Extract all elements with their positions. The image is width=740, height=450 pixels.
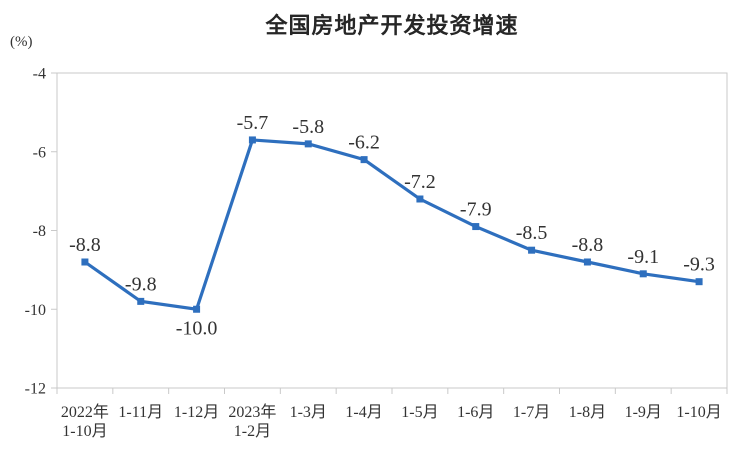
data-point-label: -8.8 [572,234,604,256]
data-point-marker [416,195,424,203]
x-tick-label: 1-4月 [345,404,382,421]
data-point-label: -5.7 [237,112,269,134]
data-point-marker [304,140,312,148]
data-point-label: -9.1 [627,246,659,268]
data-point-label: -6.2 [348,132,380,154]
data-point-label: -7.2 [404,171,436,193]
y-tick-label: -10 [25,302,46,319]
x-tick-label: 1-7月 [513,404,550,421]
y-tick-label: -12 [25,381,46,398]
chart-title: 全国房地产开发投资增速 [265,13,519,38]
x-tick-label: 1-8月 [569,404,606,421]
data-point-marker [528,246,536,254]
x-tick-label: 1-11月 [118,404,163,421]
y-tick-label: -4 [33,66,46,83]
x-tick-label: 1-3月 [290,404,327,421]
data-point-marker [583,258,591,266]
x-tick-label: 1-12月 [174,404,219,421]
data-point-marker [472,223,480,231]
data-point-label: -9.3 [683,254,715,276]
x-tick-label: 2023年 1-2月 [228,403,276,440]
data-point-marker [248,136,256,144]
x-tick-label: 1-9月 [625,404,662,421]
data-point-label: -10.0 [176,317,218,339]
x-tick-label: 1-5月 [401,404,438,421]
data-point-label: -5.8 [292,116,324,138]
data-point-label: -8.8 [69,234,101,256]
y-tick-label: -8 [33,223,46,240]
x-tick-label: 2022年 1-10月 [61,403,109,440]
data-point-label: -8.5 [516,222,548,244]
data-point-marker [360,156,368,164]
x-tick-label: 1-6月 [457,404,494,421]
x-tick-label: 1-10月 [676,404,721,421]
data-point-marker [695,278,703,286]
chart-line [83,138,700,312]
data-point-label: -7.9 [460,199,492,221]
data-point-marker [137,297,145,305]
data-point-marker [639,270,647,278]
plot-border [56,72,728,389]
data-point-label: -9.8 [125,273,157,295]
data-point-marker [193,305,201,313]
y-axis-unit-label: (%) [10,34,33,50]
y-tick-label: -6 [33,144,46,161]
data-point-marker [81,258,89,266]
